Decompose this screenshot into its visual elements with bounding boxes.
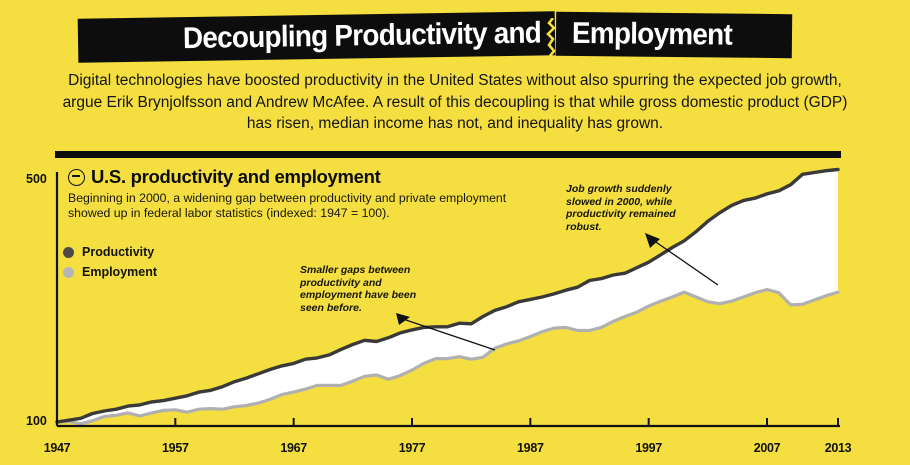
x-axis-ticks — [56, 418, 839, 426]
legend-label-productivity: Productivity — [82, 245, 155, 259]
annotation-smaller-gaps: Smaller gaps between productivity and em… — [300, 264, 417, 314]
x-axis-tick-2013: 2013 — [824, 441, 852, 455]
x-axis-tick-1957: 1957 — [162, 441, 189, 455]
chart-title: U.S. productivity and employment — [91, 166, 381, 187]
chart-axes — [55, 172, 840, 428]
y-axis-label-top: 500 — [26, 172, 47, 186]
plot-group — [55, 167, 840, 426]
minus-circle-icon[interactable] — [68, 168, 85, 186]
deck-paragraph: Digital technologies have boosted produc… — [62, 72, 848, 132]
legend-swatch-employment — [63, 266, 74, 278]
legend-item-employment[interactable]: Employment — [63, 265, 157, 279]
x-axis-tick-1967: 1967 — [280, 441, 307, 455]
section-divider — [55, 151, 841, 158]
x-axis-tick-2007: 2007 — [753, 441, 781, 455]
legend-item-productivity[interactable]: Productivity — [63, 245, 157, 259]
annotation-leader-lines — [396, 233, 719, 351]
chart-subtitle: Beginning in 2000, a widening gap betwee… — [68, 191, 507, 220]
productivity-line — [55, 167, 840, 424]
legend-label-employment: Employment — [82, 265, 158, 279]
x-axis-tick-1977: 1977 — [398, 441, 426, 455]
chart-header: U.S. productivity and employment Beginni… — [68, 166, 538, 221]
x-axis-tick-1997: 1997 — [635, 441, 662, 455]
legend-swatch-productivity — [63, 246, 74, 258]
y-axis-label-bottom: 100 — [26, 414, 47, 428]
employment-line — [55, 288, 840, 426]
x-axis-tick-1987: 1987 — [517, 441, 544, 455]
chart-legend: Productivity Employment — [63, 245, 157, 285]
x-axis-tick-1947: 1947 — [43, 441, 71, 455]
annotation-job-growth: Job growth suddenly slowed in 2000, whil… — [566, 183, 676, 233]
chart-title-row: U.S. productivity and employment — [68, 166, 538, 188]
gap-area-fill — [57, 169, 838, 424]
